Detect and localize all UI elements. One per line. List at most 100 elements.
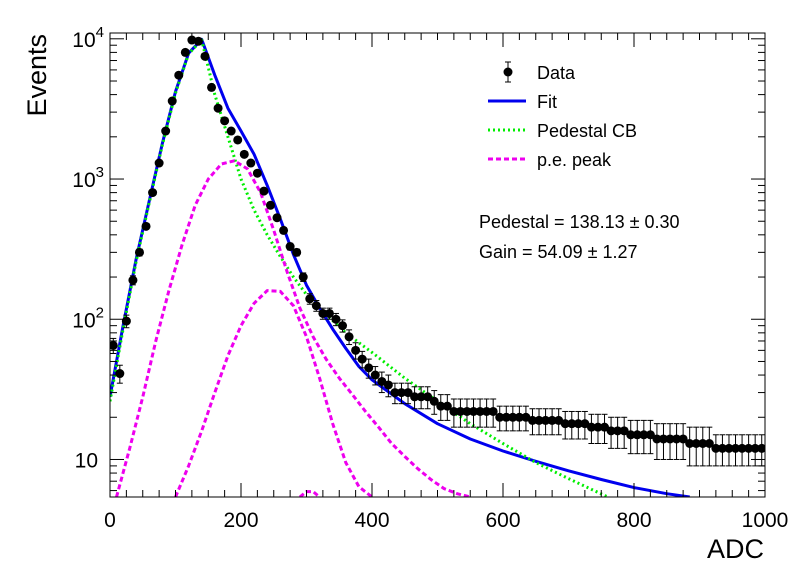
legend-label-data: Data (537, 63, 576, 83)
data-point (246, 158, 256, 168)
data-point (488, 406, 498, 416)
data-point (305, 294, 315, 304)
data-point (272, 213, 282, 223)
data-point (180, 47, 190, 57)
data-point (351, 345, 361, 355)
data-point (396, 388, 406, 398)
data-point (311, 301, 321, 311)
data-point (239, 149, 249, 159)
data-point (416, 392, 426, 402)
data-point (645, 430, 655, 440)
data-point (383, 380, 393, 390)
legend-marker-data (503, 67, 513, 77)
y-tick-base: 10 (72, 169, 95, 192)
data-point (357, 354, 367, 364)
data-point (134, 247, 144, 257)
data-point (658, 434, 668, 444)
data-point (560, 419, 570, 429)
data-point (469, 406, 479, 416)
y-tick-base: 10 (72, 309, 95, 332)
y-tick-label: 104 (72, 24, 104, 52)
data-point (364, 363, 374, 373)
data-point (279, 225, 289, 235)
data-point (639, 430, 649, 440)
data-point (390, 388, 400, 398)
y-tick-label: 103 (72, 164, 104, 192)
data-point (685, 438, 695, 448)
data-point (724, 443, 734, 453)
data-point (744, 443, 754, 453)
data-point (121, 316, 131, 326)
data-point (717, 443, 727, 453)
y-tick-exponent: 3 (96, 164, 104, 181)
data-point (750, 443, 760, 453)
data-point (128, 275, 138, 285)
data-point (665, 434, 675, 444)
x-tick-label: 400 (354, 509, 389, 532)
data-point (462, 406, 472, 416)
data-point (410, 392, 420, 402)
x-tick-label: 800 (616, 509, 651, 532)
data-point (318, 308, 328, 318)
data-point (167, 96, 177, 106)
data-point (606, 426, 616, 436)
data-point (698, 438, 708, 448)
pedestal-annotation: Pedestal = 138.13 ± 0.30 (479, 212, 680, 232)
data-point (193, 36, 203, 46)
y-tick-exponent: 2 (96, 304, 104, 321)
data-point (213, 103, 223, 113)
data-point (259, 186, 269, 196)
data-point (593, 422, 603, 432)
y-tick-base: 10 (72, 29, 95, 52)
data-point (527, 415, 537, 425)
data-point (436, 401, 446, 411)
plot-marks (110, 35, 765, 497)
data-point (508, 412, 518, 422)
data-point (731, 443, 741, 453)
legend-label-fit: Fit (537, 92, 557, 112)
data-point (691, 438, 701, 448)
data-point (619, 426, 629, 436)
data-point (331, 314, 341, 324)
data-point (233, 135, 243, 145)
legend: Data Fit Pedestal CB p.e. peak (488, 61, 637, 170)
data-point (449, 406, 459, 416)
data-point (672, 434, 682, 444)
data-point (110, 340, 118, 350)
data-point (370, 370, 380, 380)
plot-area (110, 35, 765, 497)
data-point (220, 116, 230, 126)
data-point (573, 419, 583, 429)
legend-label-p-e-peak: p.e. peak (537, 150, 612, 170)
y-axis-label: Events (22, 34, 52, 117)
data-point (429, 396, 439, 406)
data-point (292, 247, 302, 257)
data-point (455, 406, 465, 416)
data-point (207, 82, 217, 92)
data-point (482, 406, 492, 416)
y-tick-label: 102 (72, 304, 104, 332)
y-tick-exponent: 4 (96, 24, 104, 41)
data-point (265, 200, 275, 210)
data-point (547, 415, 557, 425)
data-point (226, 126, 236, 136)
data-point (200, 51, 210, 61)
data-point (541, 415, 551, 425)
data-point (632, 430, 642, 440)
data-point (161, 126, 171, 136)
data-point (344, 332, 354, 342)
data-point (757, 443, 765, 453)
data-point (338, 321, 348, 331)
legend-label-pedestal-cb: Pedestal CB (537, 121, 637, 141)
data-point (174, 70, 184, 80)
data-point (534, 415, 544, 425)
data-point (586, 422, 596, 432)
series-line-p-e-peak-5 (298, 490, 321, 497)
gain-annotation: Gain = 54.09 ± 1.27 (479, 242, 638, 262)
data-point (737, 443, 747, 453)
data-point (442, 401, 452, 411)
data-point (115, 369, 125, 379)
